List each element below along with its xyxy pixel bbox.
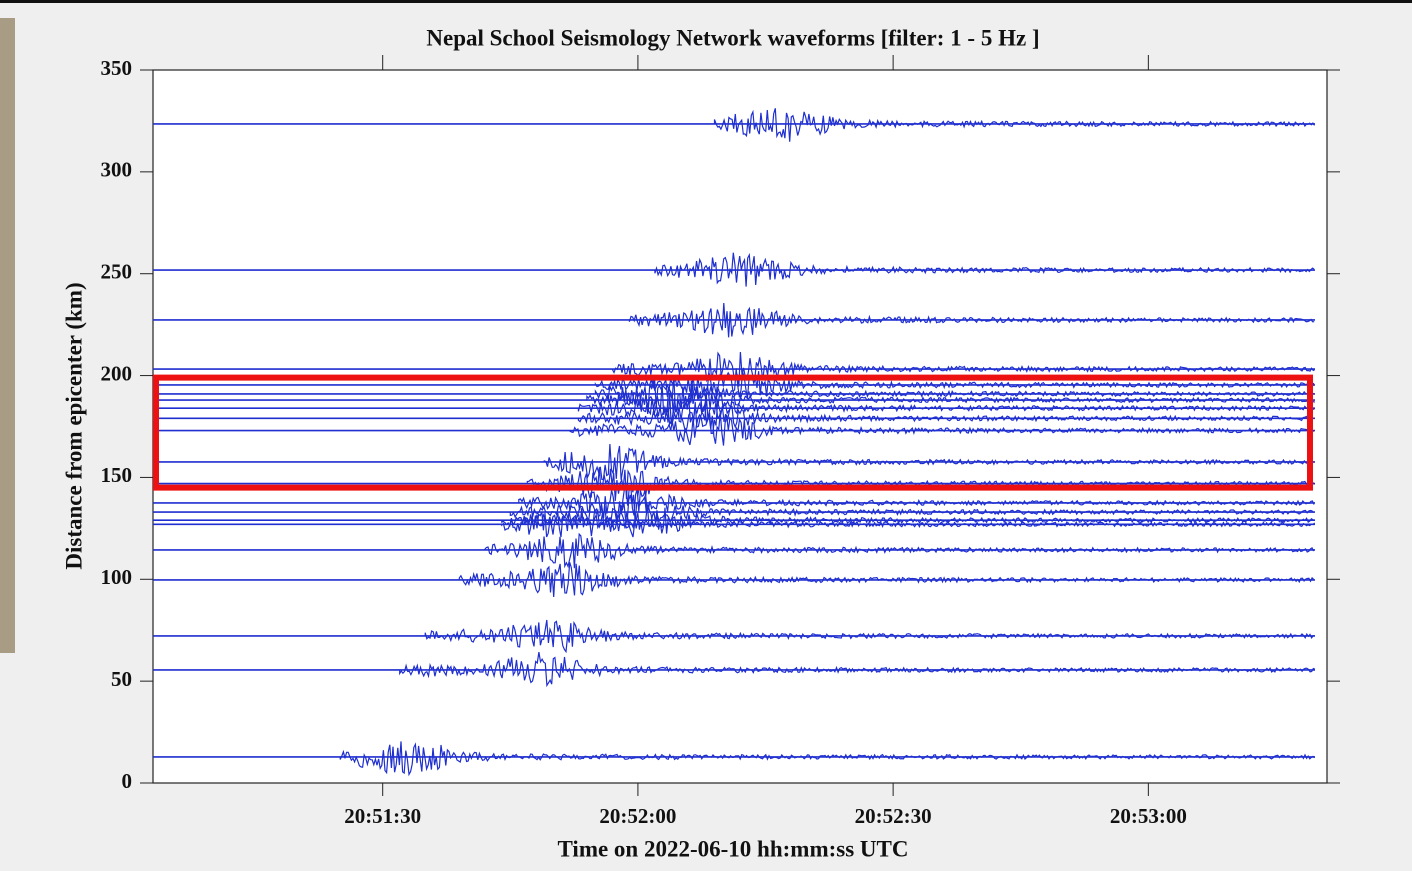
trace-waveform <box>501 507 1316 538</box>
trace-waveform <box>713 108 1315 142</box>
map-fragment <box>0 18 15 653</box>
trace-waveform <box>543 443 1314 481</box>
trace-waveform <box>594 375 1314 413</box>
y-tick-label: 350 <box>101 56 133 80</box>
plot-area <box>152 69 1328 784</box>
trace-waveform <box>399 652 1316 688</box>
y-tick-label: 150 <box>101 463 133 487</box>
trace-waveform <box>509 494 1314 527</box>
y-axis-label: Distance from epicenter (km) <box>61 282 86 569</box>
trace-waveform <box>339 741 1315 777</box>
trace-waveform <box>569 413 1314 446</box>
highlight-box <box>153 374 1313 491</box>
trace-waveform <box>594 368 1315 399</box>
y-tick-label: 300 <box>101 158 133 182</box>
trace-waveform <box>586 383 1315 416</box>
trace-waveform <box>654 252 1315 287</box>
y-tick-label: 100 <box>101 565 133 589</box>
trace-waveform <box>424 619 1315 654</box>
x-tick-label: 20:53:00 <box>1110 804 1187 828</box>
top-border <box>0 0 1412 3</box>
trace-waveform <box>518 483 1315 521</box>
chart-title: Nepal School Seismology Network waveform… <box>426 25 1039 50</box>
y-tick-label: 50 <box>111 667 132 691</box>
trace-waveform <box>577 401 1315 435</box>
trace-waveform <box>577 392 1315 425</box>
trace-waveform <box>611 351 1316 387</box>
x-tick-label: 20:51:30 <box>344 804 421 828</box>
y-tick-label: 0 <box>122 769 133 793</box>
x-tick-label: 20:52:00 <box>599 804 676 828</box>
trace-waveform <box>526 467 1315 501</box>
trace-waveform <box>458 562 1315 598</box>
x-tick-label: 20:52:30 <box>855 804 932 828</box>
y-tick-label: 250 <box>101 260 133 284</box>
trace-waveform <box>484 532 1315 569</box>
x-axis-label: Time on 2022-06-10 hh:mm:ss UTC <box>558 836 909 861</box>
y-tick-label: 200 <box>101 361 133 385</box>
trace-waveform <box>628 302 1315 338</box>
trace-waveform <box>501 505 1315 538</box>
